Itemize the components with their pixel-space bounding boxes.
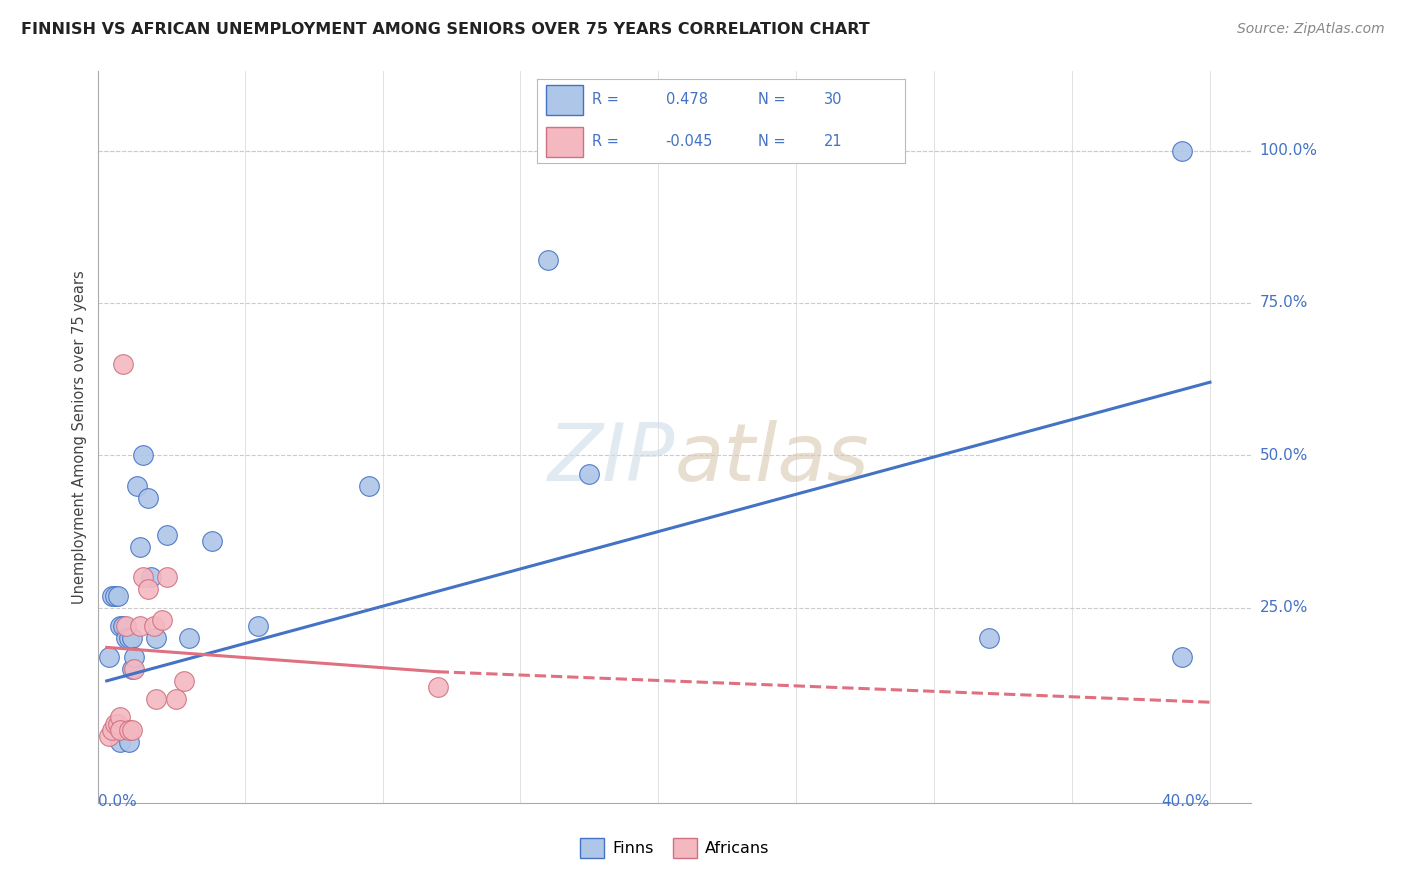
Point [537, 253, 560, 268]
Point [124, 649, 146, 664]
Point [125, 479, 148, 493]
Text: 75.0%: 75.0% [1260, 295, 1308, 310]
Point [110, 619, 132, 633]
Text: FINNISH VS AFRICAN UNEMPLOYMENT AMONG SENIORS OVER 75 YEARS CORRELATION CHART: FINNISH VS AFRICAN UNEMPLOYMENT AMONG SE… [21, 22, 870, 37]
Point [578, 144, 600, 158]
Point [139, 570, 162, 584]
Point [110, 710, 132, 724]
Text: 40.0%: 40.0% [1161, 794, 1211, 809]
Point [145, 692, 167, 706]
Point [118, 723, 141, 737]
Point [1171, 144, 1194, 158]
Point [1171, 649, 1194, 664]
Text: atlas: atlas [675, 420, 870, 498]
Text: 50.0%: 50.0% [1260, 448, 1308, 463]
Point [107, 716, 129, 731]
Point [136, 582, 159, 597]
Point [357, 479, 380, 493]
Point [200, 533, 222, 548]
Point [145, 632, 167, 646]
Point [104, 589, 127, 603]
Point [107, 589, 129, 603]
Point [128, 619, 150, 633]
Point [131, 570, 153, 584]
Text: ZIP: ZIP [547, 420, 675, 498]
Point [578, 467, 600, 481]
Point [104, 716, 127, 731]
Point [173, 673, 195, 688]
Point [98, 729, 121, 743]
Point [136, 491, 159, 505]
Y-axis label: Unemployment Among Seniors over 75 years: Unemployment Among Seniors over 75 years [72, 270, 87, 604]
Point [131, 448, 153, 462]
Point [179, 632, 201, 646]
Point [142, 619, 165, 633]
Text: 100.0%: 100.0% [1260, 143, 1317, 158]
Point [150, 613, 173, 627]
Text: 25.0%: 25.0% [1260, 600, 1308, 615]
Point [156, 570, 179, 584]
Point [247, 619, 270, 633]
Point [121, 662, 143, 676]
Point [426, 680, 449, 694]
Point [165, 692, 187, 706]
Point [115, 632, 138, 646]
Point [110, 735, 132, 749]
Point [979, 632, 1001, 646]
Point [110, 723, 132, 737]
Legend: Finns, Africans: Finns, Africans [574, 832, 776, 864]
Point [115, 619, 138, 633]
Point [101, 589, 124, 603]
Point [156, 527, 179, 541]
Text: Source: ZipAtlas.com: Source: ZipAtlas.com [1237, 22, 1385, 37]
Point [101, 723, 124, 737]
Point [121, 632, 143, 646]
Point [112, 357, 135, 371]
Point [124, 662, 146, 676]
Point [112, 619, 135, 633]
Point [98, 649, 121, 664]
Point [121, 723, 143, 737]
Point [118, 632, 141, 646]
Text: 0.0%: 0.0% [98, 794, 138, 809]
Point [128, 540, 150, 554]
Point [118, 735, 141, 749]
